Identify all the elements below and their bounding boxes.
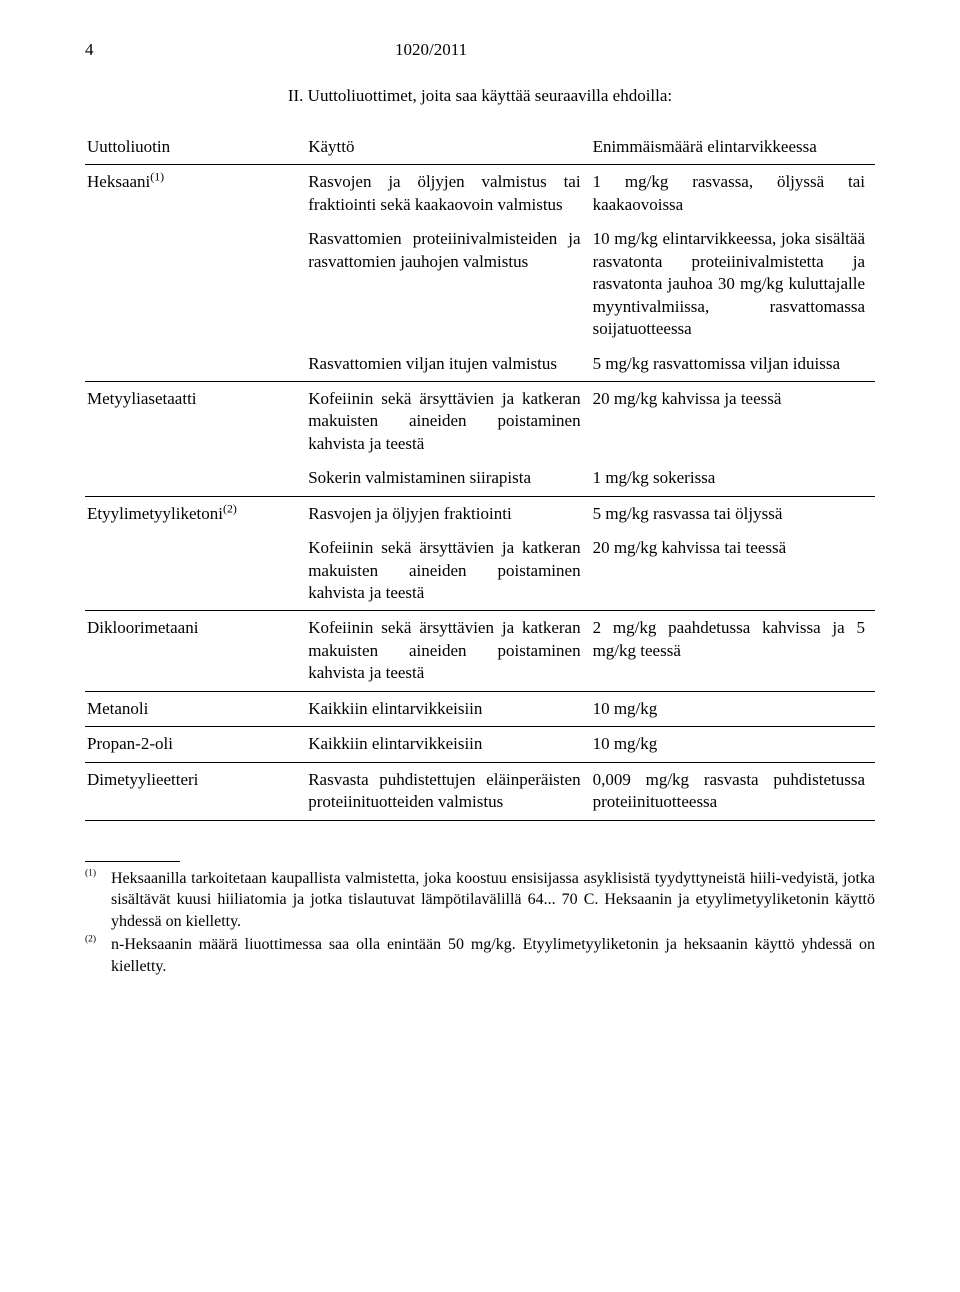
page: 4 1020/2011 II. Uuttoliuottimet, joita s… (0, 0, 960, 1292)
table-header-row: Uuttoliuotin Käyttö Enimmäismäärä elinta… (85, 130, 875, 165)
table-row: DimetyylieetteriRasvasta puhdistettujen … (85, 762, 875, 820)
footnote-mark: (1) (85, 868, 111, 933)
cell-max: 1 mg/kg rasvassa, öljyssä tai kaakaovois… (591, 165, 875, 222)
table-row: Propan-2-oliKaikkiin elintarvikkeisiin10… (85, 727, 875, 762)
footnote-rule (85, 861, 180, 862)
cell-use: Kofeiinin sekä ärsyttävien ja katkeran m… (306, 531, 590, 611)
col-header-solvent: Uuttoliuotin (85, 130, 306, 165)
table-row: MetyyliasetaattiKofeiinin sekä ärsyttävi… (85, 381, 875, 461)
cell-solvent: Heksaani(1) (85, 165, 306, 222)
footnote: (2)n-Heksaanin määrä liuottimessa saa ol… (85, 934, 875, 977)
cell-solvent (85, 531, 306, 611)
cell-solvent: Dimetyylieetteri (85, 762, 306, 820)
col-header-max: Enimmäismäärä elintarvikkeessa (591, 130, 875, 165)
cell-max: 5 mg/kg rasvattomissa viljan iduissa (591, 347, 875, 382)
cell-use: Kaikkiin elintarvikkeisiin (306, 691, 590, 726)
cell-use: Kaikkiin elintarvikkeisiin (306, 727, 590, 762)
cell-use: Sokerin valmistaminen siirapista (306, 461, 590, 496)
table-row: DikloorimetaaniKofeiinin sekä ärsyttävie… (85, 611, 875, 691)
cell-solvent: Dikloorimetaani (85, 611, 306, 691)
table-body: Heksaani(1)Rasvojen ja öljyjen valmistus… (85, 165, 875, 820)
cell-max: 0,009 mg/kg rasvasta puhdistetussa prote… (591, 762, 875, 820)
cell-max: 20 mg/kg kahvissa tai teessä (591, 531, 875, 611)
cell-solvent: Propan-2-oli (85, 727, 306, 762)
cell-max: 5 mg/kg rasvassa tai öljyssä (591, 496, 875, 531)
cell-max: 10 mg/kg (591, 727, 875, 762)
col-header-use: Käyttö (306, 130, 590, 165)
footnotes: (1)Heksaanilla tarkoitetaan kaupallista … (85, 861, 875, 978)
footnote: (1)Heksaanilla tarkoitetaan kaupallista … (85, 868, 875, 933)
solvents-table: Uuttoliuotin Käyttö Enimmäismäärä elinta… (85, 130, 875, 821)
page-number: 4 (85, 40, 95, 60)
cell-use: Rasvattomien proteiinivalmisteiden ja ra… (306, 222, 590, 346)
table-row: Rasvattomien viljan itujen valmistus5 mg… (85, 347, 875, 382)
cell-max: 1 mg/kg sokerissa (591, 461, 875, 496)
table-row: Etyylimetyyliketoni(2)Rasvojen ja öljyje… (85, 496, 875, 531)
cell-solvent (85, 222, 306, 346)
table-row: MetanoliKaikkiin elintarvikkeisiin10 mg/… (85, 691, 875, 726)
footnote-text: n-Heksaanin määrä liuottimessa saa olla … (111, 934, 875, 977)
footnote-mark: (2) (85, 934, 111, 977)
cell-use: Rasvattomien viljan itujen valmistus (306, 347, 590, 382)
cell-use: Rasvojen ja öljyjen fraktiointi (306, 496, 590, 531)
doc-reference: 1020/2011 (395, 40, 467, 60)
table-row: Rasvattomien proteiinivalmisteiden ja ra… (85, 222, 875, 346)
footnote-ref: (1) (150, 170, 164, 184)
cell-use: Rasvasta puhdistettujen eläinperäisten p… (306, 762, 590, 820)
cell-max: 10 mg/kg elintarvikkeessa, joka sisältää… (591, 222, 875, 346)
page-header: 4 1020/2011 (85, 40, 875, 60)
section-heading: II. Uuttoliuottimet, joita saa käyttää s… (85, 86, 875, 106)
table-row: Heksaani(1)Rasvojen ja öljyjen valmistus… (85, 165, 875, 222)
cell-max: 20 mg/kg kahvissa ja teessä (591, 381, 875, 461)
cell-use: Kofeiinin sekä ärsyttävien ja katkeran m… (306, 611, 590, 691)
cell-solvent (85, 347, 306, 382)
cell-solvent: Metyyliasetaatti (85, 381, 306, 461)
cell-solvent: Metanoli (85, 691, 306, 726)
table-row: Sokerin valmistaminen siirapista1 mg/kg … (85, 461, 875, 496)
footnote-ref: (2) (223, 501, 237, 515)
cell-use: Kofeiinin sekä ärsyttävien ja katkeran m… (306, 381, 590, 461)
cell-max: 10 mg/kg (591, 691, 875, 726)
footnote-text: Heksaanilla tarkoitetaan kaupallista val… (111, 868, 875, 933)
cell-use: Rasvojen ja öljyjen valmistus tai frakti… (306, 165, 590, 222)
cell-solvent (85, 461, 306, 496)
table-row: Kofeiinin sekä ärsyttävien ja katkeran m… (85, 531, 875, 611)
cell-solvent: Etyylimetyyliketoni(2) (85, 496, 306, 531)
cell-max: 2 mg/kg paahdetussa kahvissa ja 5 mg/kg … (591, 611, 875, 691)
